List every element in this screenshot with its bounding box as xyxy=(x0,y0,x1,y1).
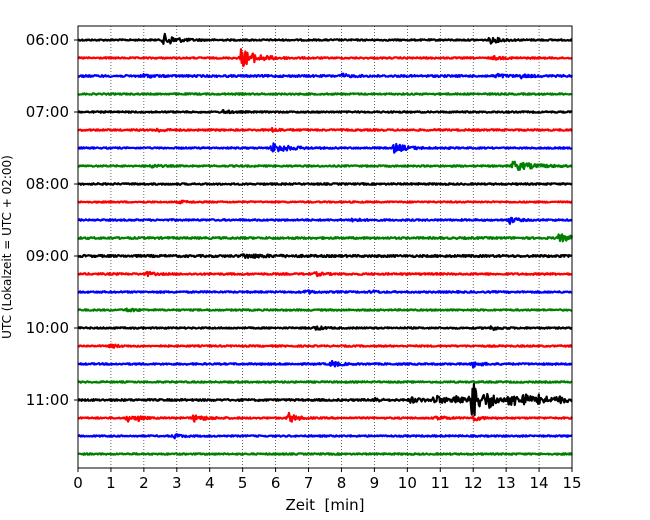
trace-line xyxy=(77,343,573,349)
x-tick-label: 12 xyxy=(464,474,483,492)
trace-line xyxy=(77,32,573,45)
trace-line xyxy=(77,411,573,423)
y-tick-label: 11:00 xyxy=(26,391,69,409)
y-tick-label: 07:00 xyxy=(26,103,69,121)
y-tick-label: 09:00 xyxy=(26,247,69,265)
x-axis: 0 1 2 3 4 5 6 7 8 9 10 11 12 13 14 15 xyxy=(73,468,582,492)
trace-line xyxy=(77,72,573,80)
x-tick-label: 7 xyxy=(304,474,314,492)
trace-line xyxy=(77,289,573,295)
y-tick-label: 10:00 xyxy=(26,319,69,337)
y-tick-label: 08:00 xyxy=(26,175,69,193)
x-tick-label: 13 xyxy=(497,474,516,492)
x-tick-label: 10 xyxy=(398,474,417,492)
trace-line xyxy=(77,160,573,172)
y-tick-label: 06:00 xyxy=(26,31,69,49)
trace-line xyxy=(77,270,573,278)
trace-line xyxy=(77,233,574,243)
x-tick-label: 1 xyxy=(106,474,116,492)
x-tick-label: 9 xyxy=(370,474,380,492)
trace-line xyxy=(77,383,573,417)
x-tick-label: 3 xyxy=(172,474,182,492)
trace-line xyxy=(77,142,573,154)
trace-line xyxy=(77,380,573,384)
trace-line xyxy=(77,48,573,68)
trace-line xyxy=(77,109,573,115)
seismogram-traces xyxy=(77,32,574,456)
trace-line xyxy=(77,199,573,205)
y-axis: 06:00 07:00 08:00 09:00 10:00 11:00 xyxy=(26,31,78,409)
plot-frame xyxy=(77,25,573,469)
x-tick-label: 0 xyxy=(73,474,83,492)
x-tick-label: 8 xyxy=(337,474,347,492)
x-tick-label: 4 xyxy=(205,474,215,492)
x-tick-label: 15 xyxy=(562,474,581,492)
trace-line xyxy=(77,182,573,186)
x-axis-label: Zeit [min] xyxy=(285,496,364,514)
trace-line xyxy=(77,359,573,369)
x-tick-label: 2 xyxy=(139,474,149,492)
y-axis-label: UTC (Lokalzeit = UTC + 02:00) xyxy=(0,155,14,339)
trace-line xyxy=(77,216,573,225)
trace-line xyxy=(77,92,573,96)
trace-line xyxy=(77,126,573,133)
trace-line xyxy=(77,307,573,313)
trace-line xyxy=(77,452,573,456)
trace-line xyxy=(77,433,573,440)
x-tick-label: 11 xyxy=(431,474,450,492)
x-tick-label: 6 xyxy=(271,474,281,492)
trace-line xyxy=(77,253,573,259)
x-tick-label: 14 xyxy=(530,474,549,492)
trace-line xyxy=(77,325,573,331)
x-tick-label: 5 xyxy=(238,474,248,492)
